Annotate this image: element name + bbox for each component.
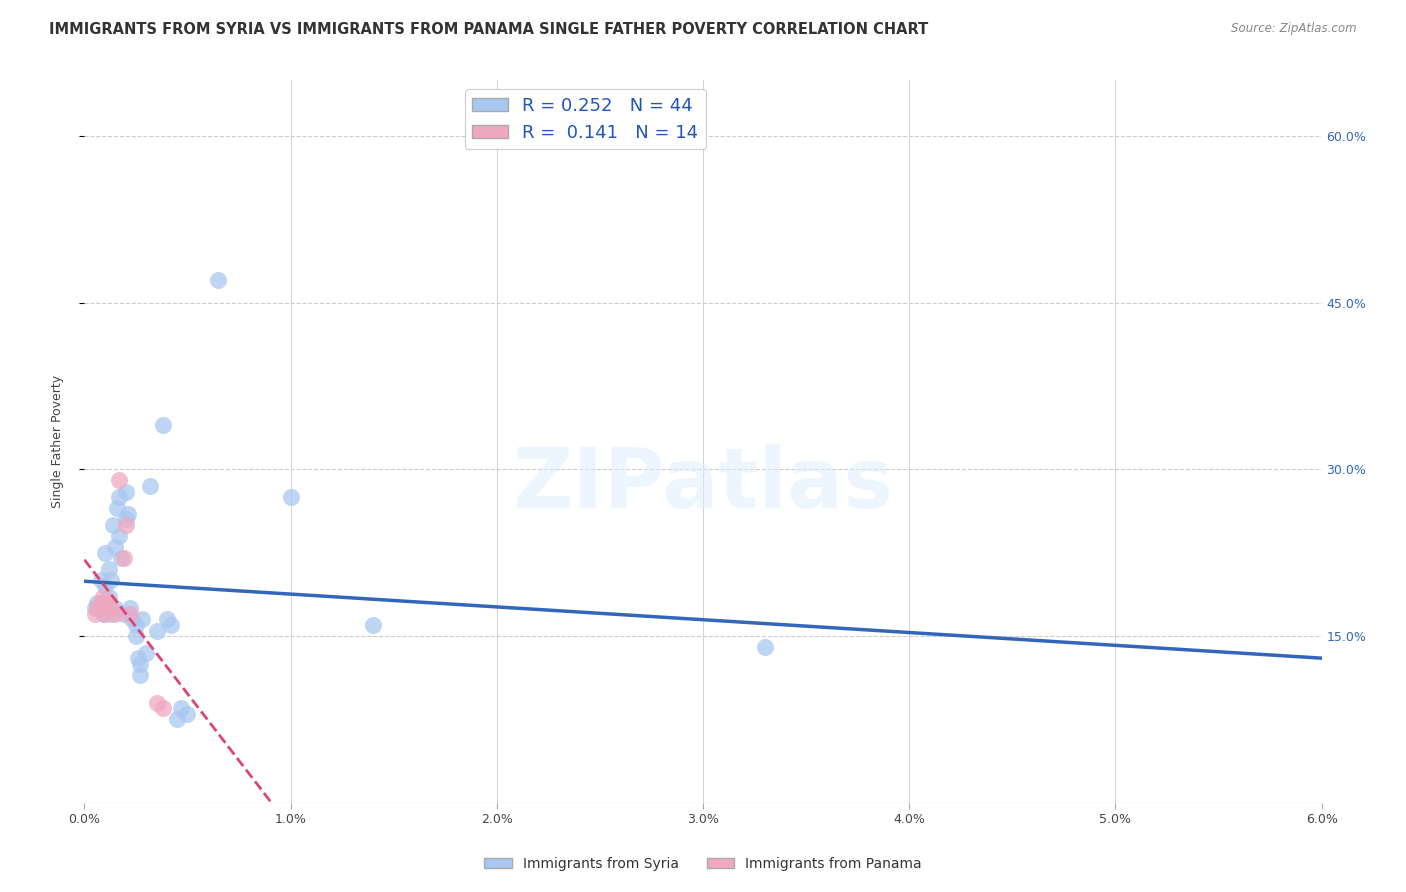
Text: IMMIGRANTS FROM SYRIA VS IMMIGRANTS FROM PANAMA SINGLE FATHER POVERTY CORRELATIO: IMMIGRANTS FROM SYRIA VS IMMIGRANTS FROM… (49, 22, 928, 37)
Point (86, 596, 108, 610)
Point (90, 596, 112, 610)
Point (91, 590, 114, 604)
Point (135, 646, 157, 660)
Point (100, 574, 122, 588)
Legend: R = 0.252   N = 44, R =  0.141   N = 14: R = 0.252 N = 44, R = 0.141 N = 14 (464, 89, 706, 149)
Point (86, 601, 108, 615)
Point (104, 540, 127, 554)
Text: Source: ZipAtlas.com: Source: ZipAtlas.com (1232, 22, 1357, 36)
Point (100, 607, 122, 621)
Point (103, 517, 125, 532)
Point (125, 629, 148, 643)
Y-axis label: Single Father Poverty: Single Father Poverty (51, 375, 63, 508)
Point (152, 417, 174, 432)
Point (94, 546, 117, 560)
Point (131, 612, 153, 626)
Point (96, 601, 118, 615)
Point (118, 601, 141, 615)
Point (98, 596, 121, 610)
Point (129, 668, 152, 682)
Point (176, 706, 198, 721)
Point (104, 607, 127, 621)
Point (98, 590, 121, 604)
Point (108, 529, 131, 543)
Point (114, 484, 136, 499)
Point (110, 551, 132, 566)
Point (108, 474, 131, 488)
Point (145, 696, 167, 710)
Point (139, 479, 162, 493)
Point (127, 651, 149, 665)
Point (94, 579, 117, 593)
Point (114, 512, 136, 526)
Point (108, 490, 131, 504)
Point (121, 612, 143, 626)
Point (125, 618, 148, 632)
Point (361, 618, 384, 632)
Point (118, 607, 141, 621)
Point (91, 607, 114, 621)
Point (156, 612, 179, 626)
Point (112, 607, 135, 621)
Point (90, 574, 112, 588)
Point (207, 273, 229, 287)
Legend: Immigrants from Syria, Immigrants from Panama: Immigrants from Syria, Immigrants from P… (478, 851, 928, 876)
Point (152, 701, 174, 715)
Point (112, 551, 135, 566)
Point (160, 618, 183, 632)
Point (114, 517, 136, 532)
Point (98, 562, 121, 576)
Point (280, 490, 302, 504)
Point (166, 713, 188, 727)
Point (117, 507, 139, 521)
Point (94, 607, 117, 621)
Text: ZIPatlas: ZIPatlas (513, 444, 893, 525)
Point (129, 657, 152, 671)
Point (170, 701, 193, 715)
Point (100, 601, 122, 615)
Point (90, 596, 112, 610)
Point (83, 607, 105, 621)
Point (83, 601, 105, 615)
Point (145, 624, 167, 638)
Point (754, 640, 776, 655)
Point (105, 501, 128, 516)
Point (104, 601, 127, 615)
